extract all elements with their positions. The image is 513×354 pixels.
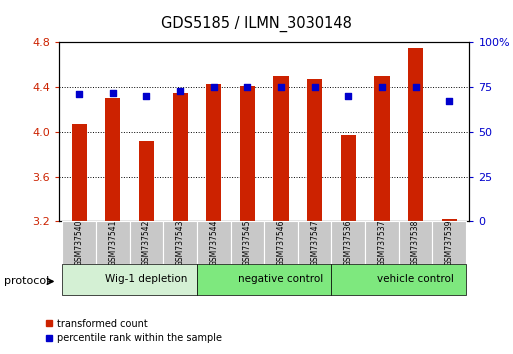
Bar: [442, 219, 457, 221]
Bar: [96, 221, 130, 264]
Bar: [298, 221, 331, 264]
Bar: [273, 76, 289, 221]
Point: [344, 93, 352, 99]
Bar: [331, 221, 365, 264]
Point: [310, 84, 319, 90]
Point: [411, 84, 420, 90]
Bar: [172, 93, 188, 221]
Bar: [197, 221, 230, 264]
Bar: [432, 221, 466, 264]
Bar: [374, 76, 389, 221]
Point: [445, 99, 453, 104]
Text: GSM737539: GSM737539: [445, 219, 453, 266]
Bar: [63, 221, 96, 264]
Bar: [163, 221, 197, 264]
Text: GSM737538: GSM737538: [411, 219, 420, 266]
Point: [75, 91, 83, 97]
Legend: transformed count, percentile rank within the sample: transformed count, percentile rank withi…: [41, 315, 226, 347]
Text: Wig-1 depletion: Wig-1 depletion: [105, 274, 188, 284]
Point: [378, 84, 386, 90]
Bar: [331, 264, 466, 295]
Bar: [197, 264, 331, 295]
Bar: [307, 79, 322, 221]
Bar: [105, 98, 121, 221]
Text: negative control: negative control: [239, 274, 324, 284]
Bar: [264, 221, 298, 264]
Text: GSM737544: GSM737544: [209, 219, 218, 266]
Text: protocol: protocol: [4, 276, 49, 286]
Bar: [72, 124, 87, 221]
Text: GSM737545: GSM737545: [243, 219, 252, 266]
Text: GSM737542: GSM737542: [142, 219, 151, 266]
Bar: [130, 221, 163, 264]
Bar: [365, 221, 399, 264]
Bar: [240, 86, 255, 221]
Bar: [230, 221, 264, 264]
Point: [176, 88, 184, 93]
Text: GSM737537: GSM737537: [378, 219, 386, 266]
Bar: [206, 84, 221, 221]
Text: GSM737546: GSM737546: [277, 219, 286, 266]
Text: GSM737543: GSM737543: [175, 219, 185, 266]
Bar: [341, 135, 356, 221]
Bar: [139, 141, 154, 221]
Bar: [399, 221, 432, 264]
Point: [109, 90, 117, 95]
Point: [210, 84, 218, 90]
Text: GDS5185 / ILMN_3030148: GDS5185 / ILMN_3030148: [161, 16, 352, 32]
Point: [243, 84, 251, 90]
Point: [142, 93, 150, 99]
Bar: [408, 48, 423, 221]
Point: [277, 84, 285, 90]
Text: GSM737541: GSM737541: [108, 219, 117, 266]
Text: GSM737540: GSM737540: [75, 219, 84, 266]
Text: GSM737547: GSM737547: [310, 219, 319, 266]
Text: GSM737536: GSM737536: [344, 219, 353, 266]
Text: vehicle control: vehicle control: [377, 274, 454, 284]
Bar: [63, 264, 197, 295]
